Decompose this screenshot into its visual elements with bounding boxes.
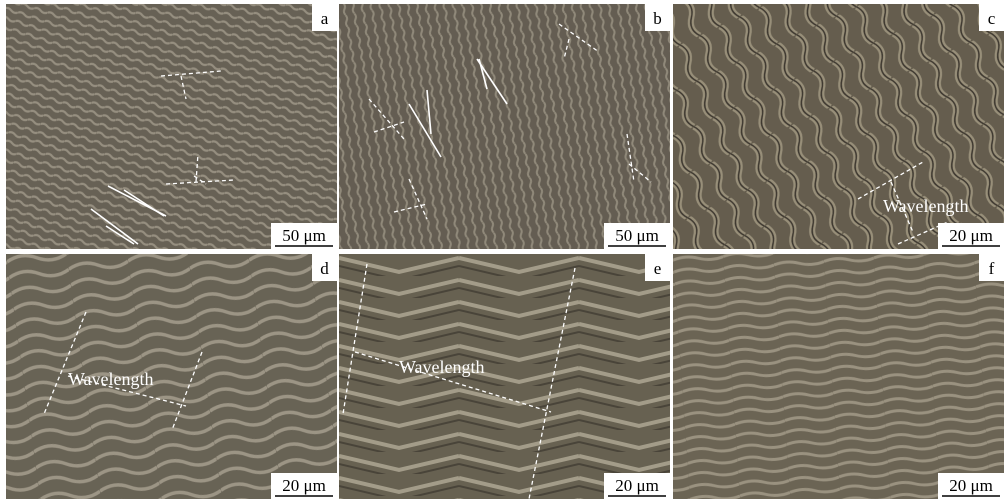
panel-label: f	[989, 259, 995, 278]
panel-label: b	[653, 9, 662, 28]
panel: d 20 μm Wavelength	[6, 254, 337, 499]
annotation: Wavelength	[399, 357, 485, 377]
panel: b 50 μm	[339, 4, 670, 249]
shade	[673, 254, 1004, 499]
scale-bar-text: 20 μm	[949, 226, 993, 245]
figure: a 50 μm b 50 μm c 20 μm Wavelength d 20 μm Wavele…	[0, 0, 1006, 500]
panel: a 50 μm	[6, 4, 337, 249]
scale-bar-text: 50 μm	[282, 226, 326, 245]
panel-label: c	[988, 9, 996, 28]
scale-bar-text: 20 μm	[282, 476, 326, 495]
panel-label: a	[321, 9, 329, 28]
shade	[339, 254, 670, 499]
panel: e 20 μm Wavelength	[339, 254, 670, 499]
scale-bar-text: 20 μm	[615, 476, 659, 495]
panel-label: d	[320, 259, 329, 278]
annotation: Wavelength	[68, 369, 154, 389]
annotation: Wavelength	[883, 196, 969, 216]
panel-label: e	[654, 259, 662, 278]
scale-bar-text: 50 μm	[615, 226, 659, 245]
shade	[6, 4, 337, 249]
shade	[6, 254, 337, 499]
panel: f 20 μm	[673, 254, 1004, 499]
panel: c 20 μm Wavelength	[673, 4, 1004, 249]
scale-bar-text: 20 μm	[949, 476, 993, 495]
